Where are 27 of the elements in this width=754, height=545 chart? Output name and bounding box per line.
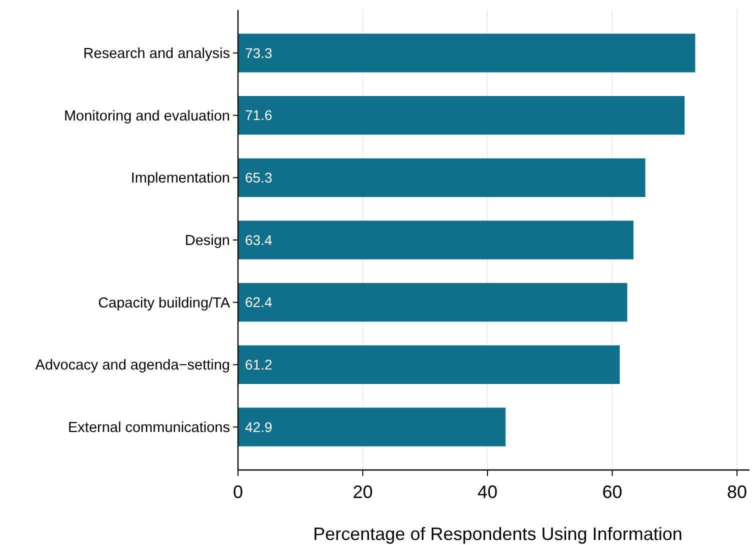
data-label: 65.3 — [245, 170, 272, 186]
x-tick-label: 40 — [477, 482, 498, 502]
bar — [238, 283, 628, 322]
bar — [238, 158, 646, 197]
data-label: 61.2 — [245, 356, 272, 373]
y-tick-label: Capacity building/TA — [98, 295, 230, 312]
y-tick-label: Research and analysis — [83, 46, 230, 62]
x-axis-title: Percentage of Respondents Using Information — [313, 524, 682, 544]
x-tick-label: 0 — [232, 482, 244, 502]
y-tick-label: Design — [184, 233, 230, 250]
bar — [238, 345, 620, 384]
y-tick-label: Implementation — [130, 170, 230, 187]
data-label: 42.9 — [245, 418, 272, 435]
bar — [238, 220, 634, 260]
data-label: 71.6 — [245, 107, 272, 124]
x-tick-label: 60 — [602, 482, 622, 502]
x-tick-label: 80 — [727, 482, 748, 502]
data-label: 62.4 — [245, 294, 272, 310]
bar — [238, 34, 696, 72]
bar — [238, 408, 506, 446]
y-tick-label: Advocacy and agenda−setting — [35, 358, 230, 374]
data-label: 63.4 — [245, 232, 272, 248]
y-tick-label: Monitoring and evaluation — [64, 108, 230, 124]
y-tick-label: External communications — [68, 420, 230, 436]
data-label: 73.3 — [245, 44, 272, 61]
x-tick-label: 20 — [352, 482, 373, 502]
bar — [238, 96, 685, 135]
